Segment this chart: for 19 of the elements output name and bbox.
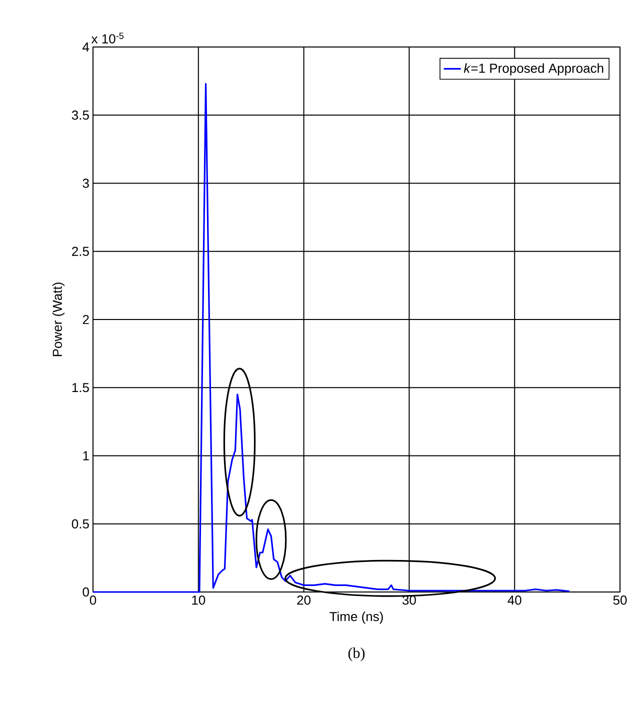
- y-tick-label: 2: [82, 314, 89, 324]
- y-tick-label: 0: [82, 587, 89, 597]
- y-tick-label: 0.5: [72, 519, 89, 528]
- x-tick-label: 40: [508, 596, 522, 605]
- x-tick-label: 20: [297, 596, 311, 605]
- y-axis-title: Power (Watt): [52, 282, 65, 356]
- y-tick-label: 4: [82, 42, 90, 52]
- y-tick-label: 3: [82, 178, 89, 188]
- y-tick-label: 2.5: [72, 246, 89, 256]
- legend-label: k=1 Proposed Approach: [464, 63, 604, 76]
- text: (b): [348, 648, 365, 662]
- x-tick-label: 50: [613, 596, 627, 605]
- text: x 10$^{-5}$: [91, 32, 124, 44]
- x-axis-title: Time (ns): [330, 612, 383, 624]
- x-tick-label: 10: [192, 596, 206, 605]
- y-tick-label: 3.5: [72, 110, 89, 120]
- x-tick-label: 0: [90, 596, 96, 605]
- y-tick-label: 1.5: [72, 383, 89, 392]
- y-tick-label: 1: [83, 451, 89, 460]
